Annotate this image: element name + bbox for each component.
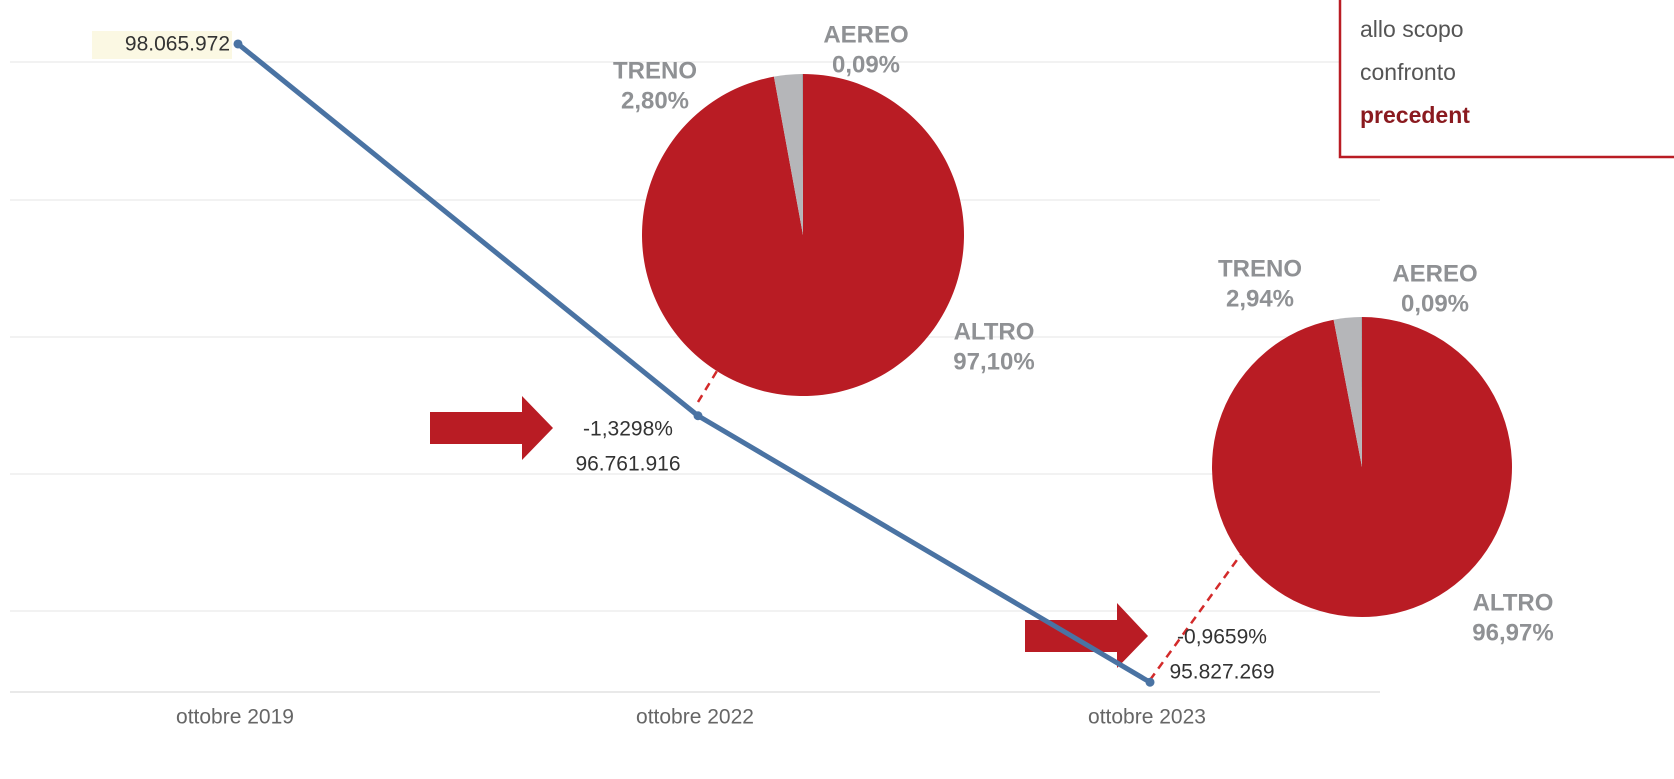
value-label: 98.065.972: [125, 33, 230, 56]
point: [1145, 677, 1155, 687]
change-label: -1,3298%: [583, 418, 673, 441]
pie-label: ALTRO: [1473, 589, 1554, 616]
arrow: [430, 396, 553, 460]
x-tick-label: ottobre 2019: [176, 706, 294, 729]
x-tick-label: ottobre 2022: [636, 706, 754, 729]
connector: [1148, 552, 1244, 681]
pie-slice: [802, 74, 803, 235]
pie-label: TRENO: [1218, 255, 1302, 282]
pie-label: TRENO: [613, 57, 697, 84]
pie-value-label: 2,94%: [1226, 285, 1294, 312]
pie-value-label: 0,09%: [832, 51, 900, 78]
text-box-line: confronto: [1360, 59, 1456, 85]
x-tick-label: ottobre 2023: [1088, 706, 1206, 729]
pie-label: AEREO: [823, 21, 908, 48]
connector: [696, 365, 722, 403]
text-box: [1338, 0, 1674, 159]
text-box-line: precedent: [1360, 102, 1470, 128]
pie-value-label: 97,10%: [953, 348, 1034, 375]
pie-label: AEREO: [1392, 260, 1477, 287]
pie-slice: [773, 74, 803, 236]
value-label: 96.761.916: [575, 453, 680, 476]
pie-label: ALTRO: [954, 318, 1035, 345]
pie-slice: [1361, 317, 1362, 467]
point: [233, 39, 243, 49]
pie-value-label: 0,09%: [1401, 290, 1469, 317]
arrow: [1025, 603, 1148, 668]
change-label: -0,9659%: [1177, 626, 1267, 649]
point: [693, 411, 703, 421]
pie-value-label: 2,80%: [621, 87, 689, 114]
text-box-line: allo scopo: [1360, 16, 1464, 42]
pie-slice: [1333, 317, 1362, 467]
value-label: 95.827.269: [1169, 661, 1274, 684]
label-bg: [92, 31, 232, 59]
pie-value-label: 96,97%: [1472, 619, 1553, 646]
